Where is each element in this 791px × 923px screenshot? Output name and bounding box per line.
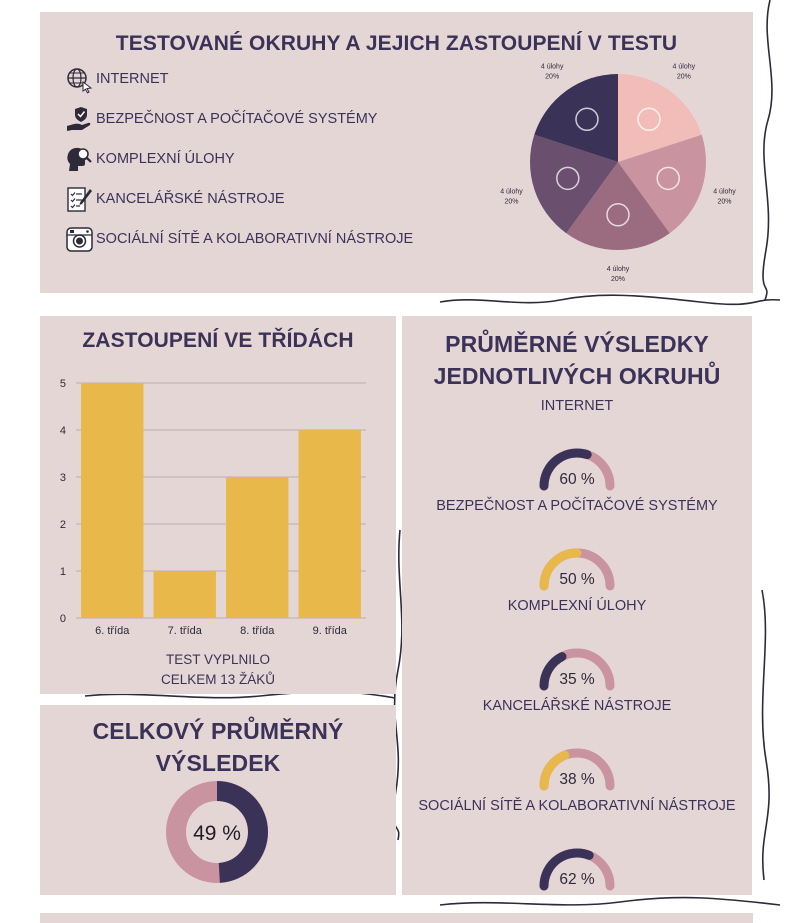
- hand-shield-icon: [67, 107, 91, 131]
- legend-label: BEZPEČNOST A POČÍTAČOVÉ SYSTÉMY: [96, 111, 378, 127]
- results-title-line1: PRŮMĚRNÉ VÝSLEDKY: [445, 331, 709, 357]
- legend-item-internet: INTERNET: [64, 64, 169, 94]
- globe-cursor-icon: [556, 166, 580, 191]
- x-tick-label: 6. třída: [95, 625, 130, 637]
- gauge-value-label: 38 %: [559, 771, 595, 788]
- respondents-note: TEST VYPLNILO CELKEM 13 ŽÁKŮ: [40, 650, 396, 690]
- overall-title: CELKOVÝ PRŮMĚRNÝ VÝSLEDEK: [40, 715, 396, 779]
- topics-panel: TESTOVANÉ OKRUHY A JEJICH ZASTOUPENÍ V T…: [40, 12, 753, 293]
- y-tick-label: 3: [60, 472, 66, 484]
- head-magnifier-icon: [656, 166, 680, 191]
- gauge-fill: [539, 448, 592, 491]
- overall-donut-chart: 49 %: [166, 781, 268, 883]
- pie-slice-percent: 20%: [545, 73, 559, 80]
- legend-label: INTERNET: [96, 71, 169, 87]
- gauge-chart: [539, 448, 615, 491]
- gauge-fill: [539, 750, 570, 791]
- gauge-value-label: 50 %: [559, 571, 595, 588]
- globe-cursor-icon: [67, 68, 93, 94]
- results-title-line2: JEDNOTLIVÝCH OKRUHŮ: [433, 363, 721, 389]
- x-tick-label: 8. třída: [240, 625, 275, 637]
- pie-slice-label: 4 úlohy: [713, 189, 736, 196]
- pie-slice-percent: 20%: [611, 276, 625, 283]
- bar: [226, 477, 289, 618]
- gauge-fill: [539, 652, 567, 691]
- pie-slice-label: 4 úlohy: [607, 266, 630, 273]
- pie-slice-percent: 20%: [504, 199, 518, 206]
- overall-result-panel: CELKOVÝ PRŮMĚRNÝ VÝSLEDEK 49 %: [40, 705, 396, 895]
- checklist-pen-icon: [67, 187, 92, 212]
- hand-shield-icon: [575, 107, 599, 132]
- subject-label: KANCELÁŘSKÉ NÁSTROJE: [482, 698, 672, 714]
- overall-title-line1: CELKOVÝ PRŮMĚRNÝ: [92, 718, 344, 744]
- gauge-value-label: 62 %: [559, 871, 595, 888]
- gauge-chart: [539, 648, 615, 691]
- bar: [153, 571, 216, 618]
- overall-title-line2: VÝSLEDEK: [155, 750, 281, 776]
- y-tick-label: 1: [60, 566, 66, 578]
- gauge-value-label: 35 %: [559, 671, 595, 688]
- next-panel-edge: [40, 913, 753, 923]
- respondents-note-line1: TEST VYPLNILO: [165, 652, 271, 667]
- donut-fill: [166, 781, 268, 883]
- y-tick-label: 4: [60, 425, 66, 437]
- gauge-chart: [539, 848, 615, 891]
- subject-label: KOMPLEXNÍ ÚLOHY: [507, 598, 647, 614]
- pie-slice: [618, 134, 706, 234]
- pie-slice-percent: 20%: [718, 199, 732, 206]
- gauge-fill: [539, 848, 594, 891]
- classes-panel: ZASTOUPENÍ VE TŘÍDÁCH 0 1 2 3 4 5 6. třída 7. t…: [40, 316, 396, 694]
- overall-value-label: 49 %: [193, 822, 241, 845]
- pie-slice-label: 4 úlohy: [541, 63, 564, 70]
- subject-label: BEZPEČNOST A POČÍTAČOVÉ SYSTÉMY: [436, 498, 718, 514]
- pie-slice: [566, 162, 670, 251]
- subject-label: SOCIÁLNÍ SÍTĚ A KOLABORATIVNÍ NÁSTROJE: [418, 798, 736, 814]
- camera-icon: [66, 227, 93, 252]
- gauge-fill: [539, 548, 582, 591]
- camera-icon: [606, 203, 630, 227]
- topics-title: TESTOVANÉ OKRUHY A JEJICH ZASTOUPENÍ V T…: [115, 32, 678, 55]
- legend-item-social: SOCIÁLNÍ SÍTĚ A KOLABORATIVNÍ NÁSTROJE: [64, 224, 413, 254]
- legend-item-complex: KOMPLEXNÍ ÚLOHY: [64, 144, 235, 174]
- x-tick-label: 9. třída: [313, 625, 348, 637]
- gauge-value-label: 60 %: [559, 471, 595, 488]
- respondents-note-line2: CELKEM 13 ŽÁKŮ: [160, 672, 276, 687]
- x-tick-label: 7. třída: [168, 625, 203, 637]
- results-panel: PRŮMĚRNÉ VÝSLEDKY JEDNOTLIVÝCH OKRUHŮ IN…: [402, 316, 752, 895]
- legend-label: KOMPLEXNÍ ÚLOHY: [96, 151, 235, 167]
- gauge-chart: [539, 748, 615, 791]
- legend-label: SOCIÁLNÍ SÍTĚ A KOLABORATIVNÍ NÁSTROJE: [96, 231, 414, 247]
- y-tick-label: 2: [60, 519, 66, 531]
- classes-title: ZASTOUPENÍ VE TŘÍDÁCH: [82, 329, 354, 352]
- pie-slice: [530, 134, 618, 234]
- gauge-chart: [539, 548, 615, 591]
- y-tick-label: 0: [60, 613, 66, 625]
- pie-slice-label: 4 úlohy: [500, 189, 523, 196]
- legend-label: KANCELÁŘSKÉ NÁSTROJE: [96, 191, 285, 207]
- y-tick-label: 5: [60, 378, 66, 390]
- classes-bar-chart: 0 1 2 3 4 5 6. třída 7. třída 8. třída 9. třída: [60, 378, 366, 637]
- pie-slice-label: 4 úlohy: [673, 63, 696, 70]
- topics-pie-chart: 4 úlohy 20% 4 úlohy 20% 4 úlohy 20% 4 úlohy 20%…: [500, 63, 736, 283]
- pie-slice-percent: 20%: [677, 73, 691, 80]
- results-title: PRŮMĚRNÉ VÝSLEDKY JEDNOTLIVÝCH OKRUHŮ: [402, 328, 752, 392]
- head-magnifier-icon: [67, 147, 92, 171]
- bar: [298, 430, 361, 618]
- checklist-pen-icon: [637, 107, 661, 132]
- legend-item-security: BEZPEČNOST A POČÍTAČOVÉ SYSTÉMY: [64, 104, 377, 134]
- bar: [81, 383, 144, 618]
- subject-label: INTERNET: [540, 398, 614, 414]
- legend-item-office: KANCELÁŘSKÉ NÁSTROJE: [64, 184, 285, 214]
